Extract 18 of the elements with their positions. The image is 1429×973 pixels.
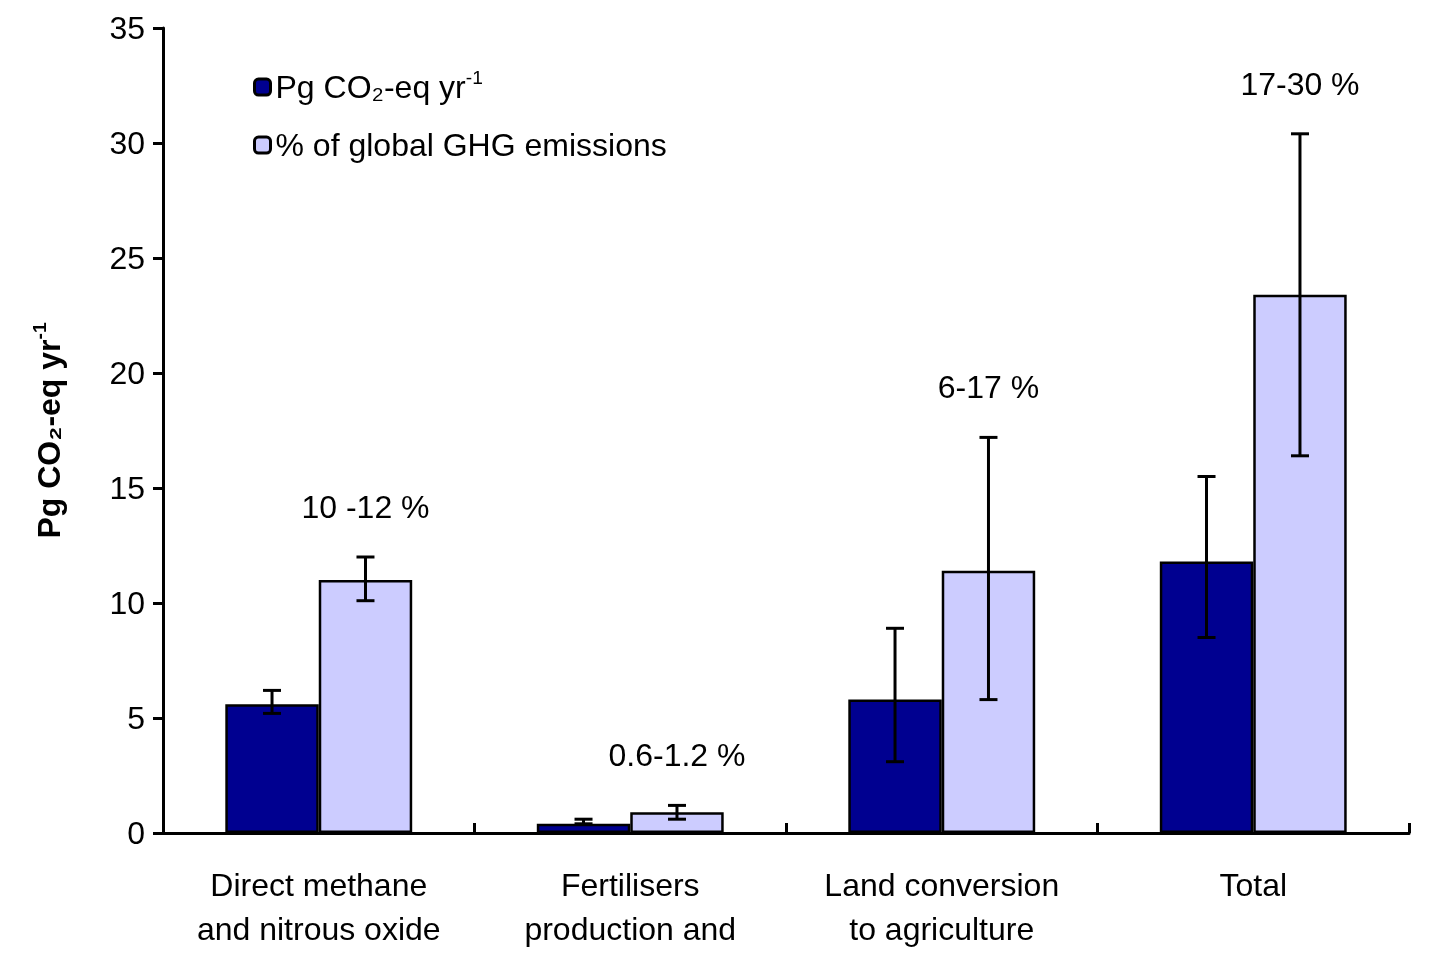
- y-tick-label: 15: [109, 470, 145, 506]
- annotation: 17-30 %: [1240, 65, 1360, 102]
- annotation: 0.6-1.2 %: [608, 737, 746, 774]
- annotation: 10 -12 %: [301, 489, 430, 525]
- y-tick-label: 0: [127, 815, 145, 851]
- y-axis-title: Pg CO₂-eq yr-1: [28, 322, 67, 539]
- y-tick-label: 20: [109, 355, 145, 391]
- y-tick-label: 5: [127, 700, 145, 736]
- x-tick-label: Direct methane and nitrous oxide: [196, 867, 441, 947]
- annotation: 6-17 %: [937, 369, 1040, 406]
- legend-label: % of global GHG emissions: [275, 127, 667, 164]
- x-tick-label: Fertilisers production and: [524, 867, 737, 947]
- x-tick-label: Total: [1219, 867, 1288, 903]
- x-tick-label: Land conversion to agriculture: [824, 867, 1060, 947]
- y-tick-label: 35: [109, 10, 145, 46]
- y-tick-label: 10: [109, 585, 145, 621]
- y-tick-label: 30: [109, 125, 145, 161]
- y-tick-label: 25: [109, 240, 145, 276]
